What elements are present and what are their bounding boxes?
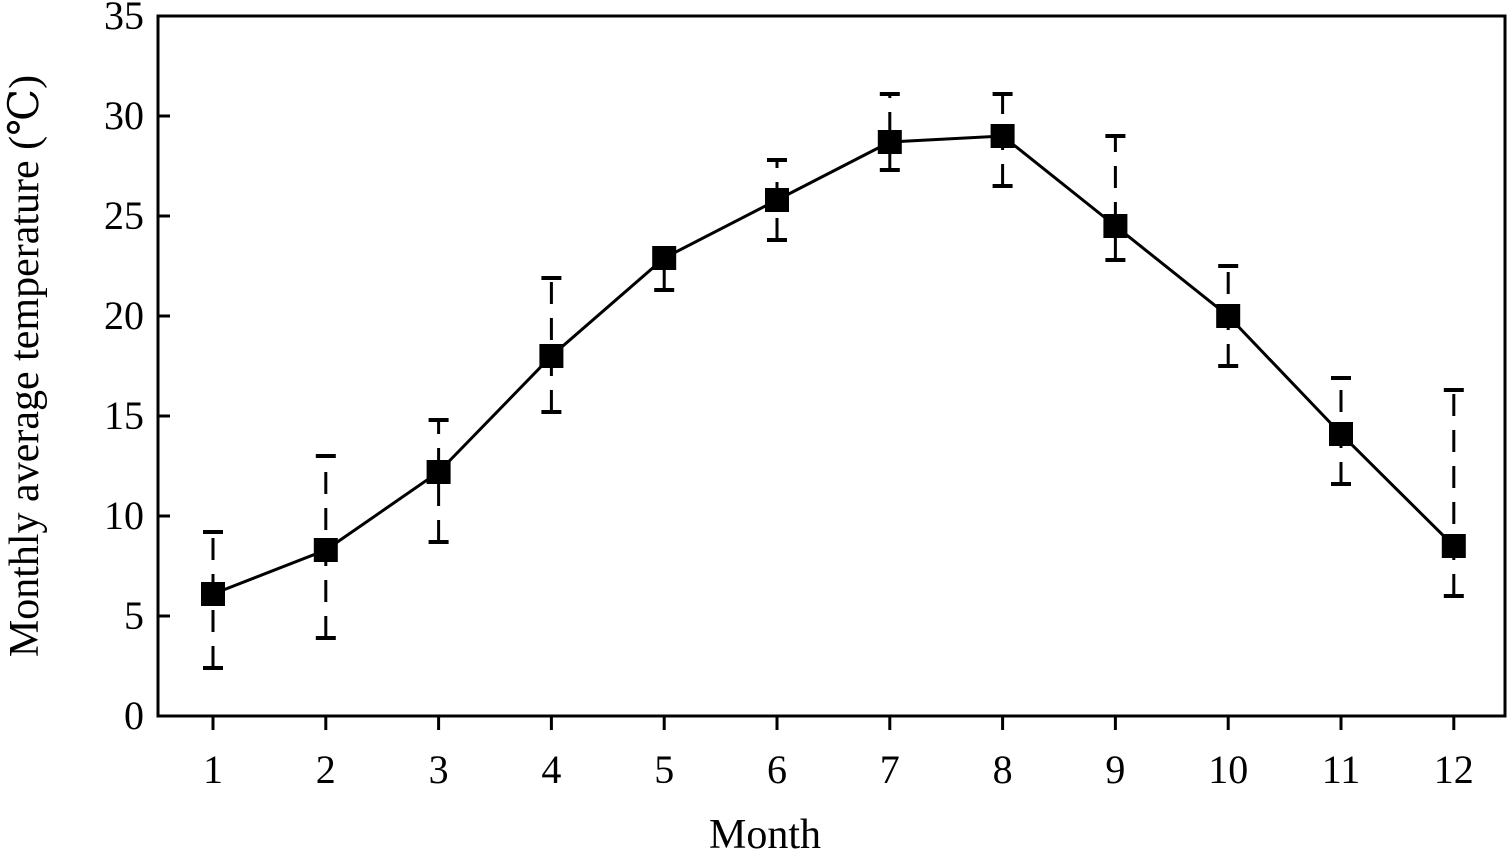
x-tick-label: 9 [1105, 747, 1125, 792]
x-tick-label: 6 [767, 747, 787, 792]
x-axis-ticks: 1 2 3 4 5 6 7 8 9 10 11 12 [203, 716, 1474, 792]
data-point-marker [1103, 214, 1128, 238]
data-point-marker [877, 130, 902, 154]
y-tick-label: 5 [124, 593, 144, 638]
data-point-marker [201, 582, 225, 606]
data-point-marker [765, 188, 789, 212]
y-tick-label: 20 [104, 293, 144, 338]
data-point-marker [313, 538, 338, 562]
x-axis-title: Month [709, 812, 821, 851]
x-tick-label: 4 [541, 747, 561, 792]
series-lines [212, 134, 1455, 596]
x-tick-label: 3 [429, 747, 449, 792]
x-tick-label: 5 [654, 747, 674, 792]
data-point-marker [652, 246, 677, 270]
y-tick-label: 15 [104, 393, 144, 438]
y-tick-label: 0 [124, 693, 144, 738]
x-tick-label: 10 [1208, 747, 1248, 792]
x-tick-label: 8 [993, 747, 1013, 792]
x-tick-label: 1 [203, 747, 223, 792]
data-point-marker [1216, 304, 1241, 328]
y-tick-label: 25 [104, 193, 144, 238]
y-tick-label: 30 [104, 93, 144, 138]
error-bars [203, 92, 1464, 670]
data-markers [201, 124, 1466, 606]
y-tick-label: 10 [104, 493, 144, 538]
data-point-marker [990, 124, 1015, 148]
plot-frame [156, 14, 1507, 718]
series-line [212, 134, 1455, 596]
x-tick-label: 11 [1322, 747, 1361, 792]
data-point-marker [539, 344, 564, 368]
y-axis-ticks: 0 5 10 15 20 25 30 35 [104, 0, 170, 738]
x-tick-label: 2 [316, 747, 336, 792]
data-point-marker [1329, 422, 1353, 446]
y-axis-title: Monthly average temperature (℃) [2, 75, 48, 657]
x-tick-label: 7 [880, 747, 900, 792]
data-point-marker [426, 460, 451, 484]
y-tick-label: 35 [104, 0, 144, 38]
data-point-marker [1441, 534, 1466, 558]
x-tick-label: 12 [1434, 747, 1474, 792]
